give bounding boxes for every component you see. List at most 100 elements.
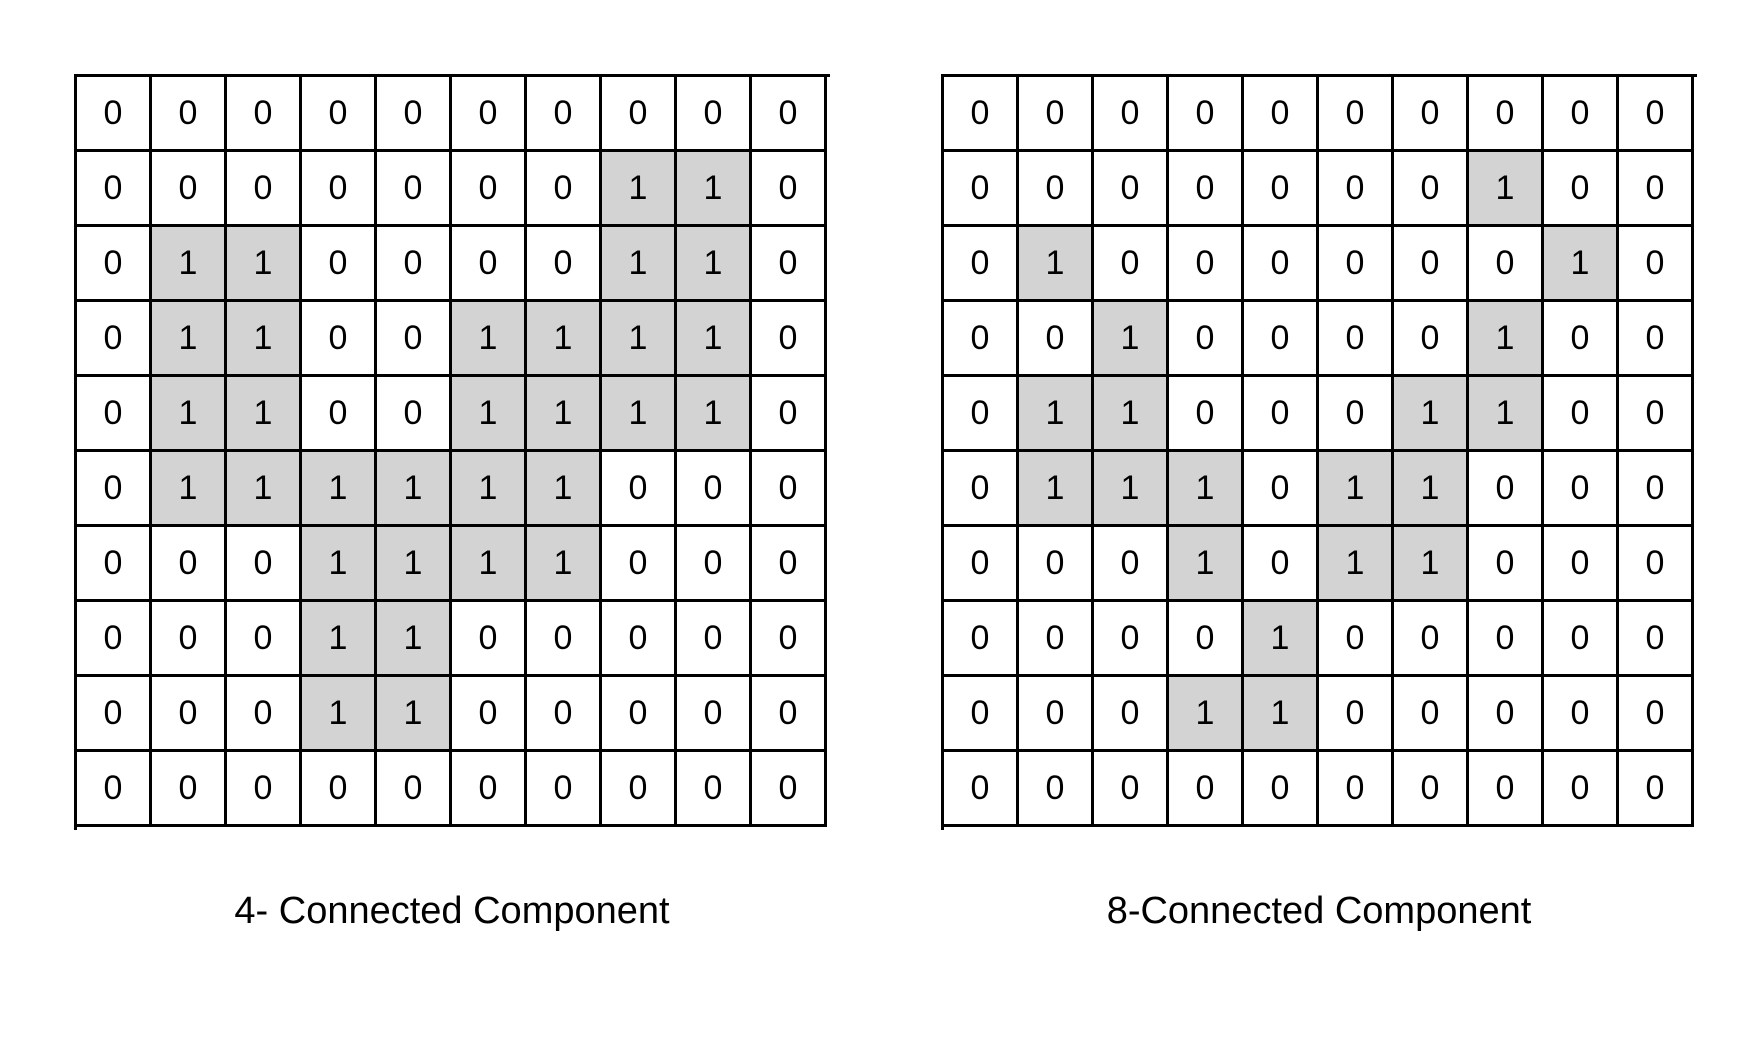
grid-cell: 0 [677, 77, 752, 152]
grid-cell: 1 [1244, 602, 1319, 677]
grid-cell: 0 [752, 152, 827, 227]
grid-cell: 1 [1469, 377, 1544, 452]
grid-cell: 0 [1169, 752, 1244, 827]
grid-cell: 0 [77, 602, 152, 677]
grid-cell: 1 [152, 302, 227, 377]
grid-cell: 0 [77, 227, 152, 302]
grid-cell: 0 [377, 152, 452, 227]
grid-cell: 0 [77, 527, 152, 602]
grid-cell: 0 [1319, 377, 1394, 452]
grid-cell: 0 [1169, 77, 1244, 152]
grid-cell: 1 [602, 152, 677, 227]
grid-cell: 0 [1619, 752, 1694, 827]
grid-cell: 0 [152, 752, 227, 827]
grid-cell: 0 [1244, 302, 1319, 377]
grid-cell: 0 [527, 602, 602, 677]
grid-cell: 1 [377, 452, 452, 527]
grid-cell: 0 [944, 302, 1019, 377]
grid-cell: 1 [677, 152, 752, 227]
grid-cell: 1 [527, 302, 602, 377]
grid-cell: 0 [452, 752, 527, 827]
grid-cell: 0 [1244, 752, 1319, 827]
grid-cell: 0 [1094, 227, 1169, 302]
grid-cell: 0 [77, 77, 152, 152]
grid-cell: 0 [227, 677, 302, 752]
grid-cell: 1 [677, 227, 752, 302]
grid-cell: 0 [677, 527, 752, 602]
grid-cell: 0 [1469, 677, 1544, 752]
grid-cell: 0 [677, 602, 752, 677]
grid-cell: 0 [152, 602, 227, 677]
grid-cell: 0 [377, 752, 452, 827]
grid-cell: 0 [1394, 602, 1469, 677]
grid-cell: 0 [752, 227, 827, 302]
grid-cell: 0 [227, 752, 302, 827]
grid-cell: 0 [1394, 302, 1469, 377]
grid-cell: 1 [1319, 527, 1394, 602]
grid-cell: 0 [527, 227, 602, 302]
grid-cell: 0 [377, 227, 452, 302]
grid-cell: 1 [302, 602, 377, 677]
grid-cell: 0 [1394, 77, 1469, 152]
grid-cell: 0 [1544, 452, 1619, 527]
grid-cell: 1 [527, 452, 602, 527]
grid-cell: 1 [527, 527, 602, 602]
grid-cell: 0 [1319, 152, 1394, 227]
grid-cell: 0 [77, 752, 152, 827]
grid-cell: 1 [302, 677, 377, 752]
grid-cell: 1 [677, 302, 752, 377]
grid-cell: 0 [77, 452, 152, 527]
grid-cell: 0 [77, 677, 152, 752]
grid-cell: 0 [1544, 77, 1619, 152]
grid-cell: 0 [1544, 602, 1619, 677]
grid-cell: 0 [1544, 377, 1619, 452]
grid-cell: 0 [227, 152, 302, 227]
grid-cell: 0 [602, 752, 677, 827]
grid-cell: 0 [77, 302, 152, 377]
grid-cell: 0 [1019, 677, 1094, 752]
grid-cell: 0 [944, 527, 1019, 602]
grid-cell: 0 [944, 77, 1019, 152]
grid-cell: 0 [1094, 677, 1169, 752]
grid-cell: 0 [1394, 227, 1469, 302]
grid-cell: 0 [1469, 752, 1544, 827]
grid-cell: 0 [677, 752, 752, 827]
grid-cell: 0 [1319, 302, 1394, 377]
grid-cell: 0 [452, 227, 527, 302]
grid-cell: 0 [752, 677, 827, 752]
grid-cell: 0 [752, 602, 827, 677]
grid-cell: 0 [1169, 377, 1244, 452]
grid-cell: 0 [1544, 752, 1619, 827]
grid-cell: 0 [302, 377, 377, 452]
grid-cell: 0 [677, 677, 752, 752]
grid-cell: 0 [527, 152, 602, 227]
grid-cell: 1 [377, 602, 452, 677]
grid-cell: 0 [1319, 602, 1394, 677]
grid-cell: 0 [227, 77, 302, 152]
grid-cell: 1 [1019, 227, 1094, 302]
grid-cell: 0 [1319, 77, 1394, 152]
grid-cell: 1 [1469, 302, 1544, 377]
grid-cell: 0 [752, 377, 827, 452]
grid-cell: 1 [1169, 527, 1244, 602]
grid-cell: 0 [752, 752, 827, 827]
grid-cell: 0 [944, 602, 1019, 677]
grid-cell: 0 [944, 752, 1019, 827]
grid-cell: 0 [1544, 527, 1619, 602]
grid-cell: 0 [602, 527, 677, 602]
grid-cell: 0 [152, 77, 227, 152]
grid-cell: 0 [452, 677, 527, 752]
grid-cell: 0 [1169, 152, 1244, 227]
grid-cell: 0 [1619, 152, 1694, 227]
grid-cell: 0 [1469, 602, 1544, 677]
grid-cell: 0 [1619, 227, 1694, 302]
grid-cell: 1 [377, 527, 452, 602]
grid-cell: 0 [752, 527, 827, 602]
grid-cell: 1 [1319, 452, 1394, 527]
grid-cell: 0 [1094, 752, 1169, 827]
grid-cell: 1 [152, 377, 227, 452]
grid-cell: 0 [1019, 527, 1094, 602]
